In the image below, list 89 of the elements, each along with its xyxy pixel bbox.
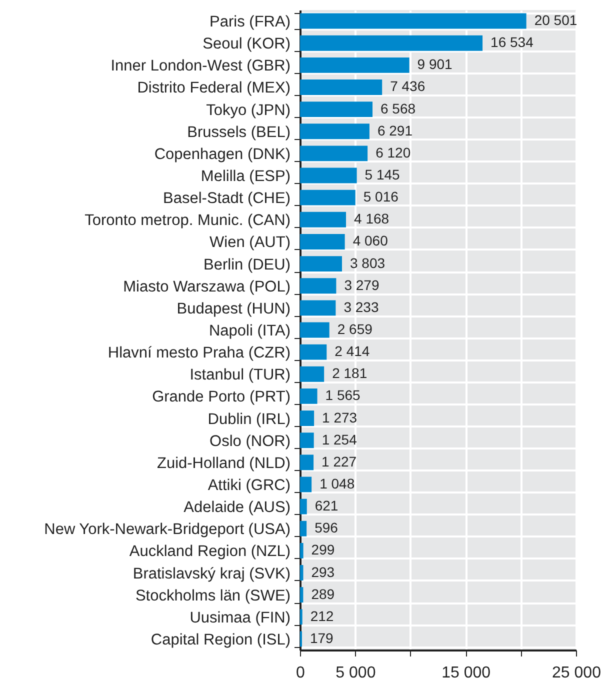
bar: [300, 13, 526, 29]
bar: [300, 542, 304, 558]
y-tick-label: Stockholms län (SWE): [135, 587, 290, 604]
data-label: 1 254: [322, 431, 358, 448]
bar: [300, 124, 370, 140]
bar: [300, 388, 318, 404]
data-label: 6 291: [377, 122, 413, 138]
bar: [300, 344, 327, 360]
bar: [300, 476, 312, 492]
data-label: 2 659: [337, 321, 373, 337]
data-label: 289: [311, 586, 335, 602]
data-label: 293: [311, 564, 335, 580]
data-label: 3 803: [350, 254, 386, 271]
y-tick-label: Zuid-Holland (NLD): [156, 454, 290, 472]
y-tick-label: Tokyo (JPN): [206, 102, 290, 119]
data-label: 4 060: [352, 232, 388, 249]
y-tick-label: Inner London-West (GBR): [110, 58, 290, 75]
x-tick-label: 0: [296, 664, 306, 682]
data-label: 596: [314, 520, 338, 536]
bar: [300, 410, 314, 426]
data-label: 1 565: [325, 387, 361, 404]
data-label: 2 181: [332, 365, 368, 382]
data-label: 299: [311, 542, 335, 558]
y-tick-label: Hlavní mesto Praha (CZR): [108, 344, 290, 362]
bar: [300, 322, 330, 338]
y-tick-label: Attiki (GRC): [208, 476, 290, 494]
y-tick-label: Grande Porto (PRT): [152, 388, 290, 406]
data-label: 1 227: [322, 453, 357, 470]
y-tick-label: Berlin (DEU): [204, 256, 290, 274]
data-label: 1 273: [322, 409, 358, 426]
data-label: 6 120: [376, 144, 411, 160]
y-tick-label: New York-Newark-Bridgeport (USA): [44, 521, 290, 538]
bar: [300, 278, 336, 294]
y-tick-label: Oslo (NOR): [210, 432, 290, 450]
data-label: 6 568: [380, 100, 416, 116]
bar: [300, 234, 345, 250]
data-label: 5 145: [364, 166, 400, 183]
y-tick-label: Adelaide (AUS): [184, 499, 290, 516]
bar: [300, 300, 336, 316]
bar: [300, 80, 382, 95]
y-tick-label: Istanbul (TUR): [190, 366, 290, 384]
data-label: 5 016: [363, 188, 399, 205]
y-tick-label: Paris (FRA): [210, 14, 290, 31]
data-label: 4 168: [354, 210, 390, 227]
data-label: 179: [310, 630, 334, 646]
bar: [300, 366, 324, 382]
data-label: 3 233: [344, 298, 379, 315]
data-label: 3 279: [344, 276, 380, 293]
bar: [300, 146, 368, 162]
y-tick-label: Melilla (ESP): [200, 168, 290, 186]
bar: [300, 57, 410, 73]
y-tick-label: Dublin (IRL): [208, 410, 290, 428]
y-tick-label: Uusimaa (FIN): [190, 609, 290, 626]
y-tick-label: Napoli (ITA): [208, 322, 290, 340]
y-tick-label: Bratislavský kraj (SVK): [132, 565, 290, 582]
bar: [300, 565, 304, 580]
bar: [300, 520, 307, 536]
bar: [300, 102, 373, 118]
x-tick-label: 5 000: [336, 664, 376, 682]
y-tick-label: Capital Region (ISL): [150, 631, 290, 648]
bar: [300, 168, 357, 184]
data-label: 20 501: [534, 12, 578, 28]
y-tick-label: Seoul (KOR): [202, 36, 290, 53]
y-tick-label: Miasto Warszawa (POL): [123, 278, 290, 296]
y-tick-label: Brussels (BEL): [187, 124, 290, 141]
bar: [300, 432, 314, 448]
data-label: 2 414: [334, 343, 370, 360]
y-tick-label: Wien (AUT): [210, 234, 290, 252]
bar: [300, 498, 307, 514]
data-label: 9 901: [417, 56, 453, 72]
bar: [300, 454, 314, 470]
y-tick-label: Auckland Region (NZL): [129, 543, 290, 560]
x-tick-label: 15 000: [442, 664, 491, 682]
y-tick-label: Basel-Stadt (CHE): [163, 190, 290, 208]
data-label: 212: [310, 608, 334, 624]
y-tick-label: Budapest (HUN): [176, 300, 290, 318]
y-tick-label: Copenhagen (DNK): [154, 146, 290, 163]
data-label: 7 436: [390, 78, 426, 94]
bar: [300, 190, 356, 206]
bar: [300, 35, 483, 51]
data-label: 621: [314, 498, 338, 514]
bar: [300, 587, 304, 603]
bar: [300, 212, 346, 228]
x-tick-label: 25 000: [552, 664, 602, 682]
data-label: 16 534: [490, 34, 534, 50]
bar: [300, 256, 342, 272]
y-tick-label: Distrito Federal (MEX): [137, 80, 290, 97]
data-label: 1 048: [320, 475, 355, 492]
y-tick-label: Toronto metrop. Munic. (CAN): [84, 212, 290, 230]
